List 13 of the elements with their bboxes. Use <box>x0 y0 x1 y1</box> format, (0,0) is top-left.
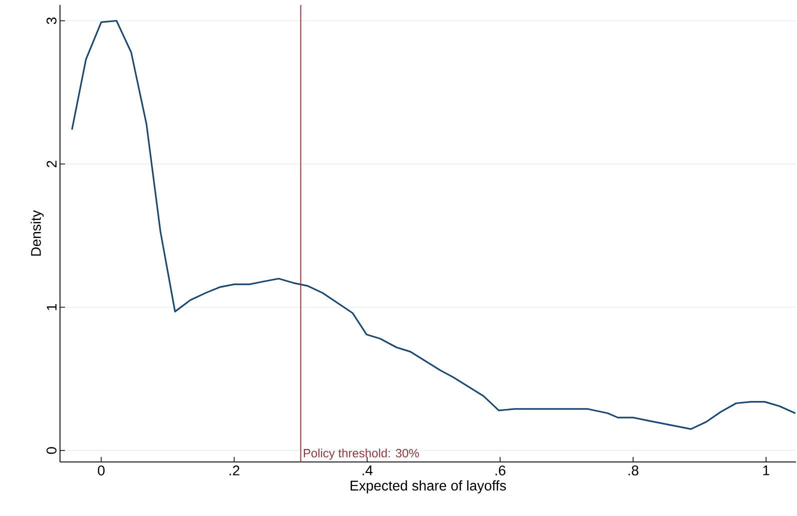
x-tick-label: 0 <box>98 466 105 476</box>
x-tick-label: 1 <box>763 466 770 476</box>
y-tick-label: 3 <box>46 17 56 24</box>
y-tick-label: 2 <box>46 160 56 168</box>
y-axis-title: Density <box>30 210 44 256</box>
y-tick-label: 1 <box>46 304 56 310</box>
x-tick-label: .6 <box>496 466 506 476</box>
ref-line-label: Policy threshold: 30% <box>304 448 419 460</box>
x-tick-label: .4 <box>362 466 373 476</box>
x-axis-title: Expected share of layoffs <box>350 480 506 494</box>
x-tick-label: .2 <box>230 466 240 476</box>
y-tick-label: 0 <box>46 447 56 454</box>
x-tick-label: .8 <box>628 466 638 476</box>
